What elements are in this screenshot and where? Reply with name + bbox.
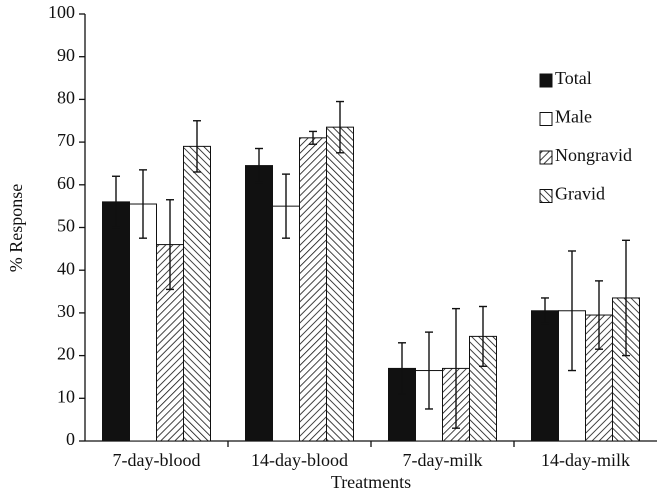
bar — [245, 165, 273, 442]
bar — [129, 203, 157, 442]
error-bar — [193, 120, 201, 173]
y-tick-label: 90 — [57, 45, 75, 65]
y-tick-label: 40 — [57, 258, 75, 278]
legend-swatch — [539, 73, 553, 88]
bar — [531, 310, 559, 442]
y-axis-title: % Response — [6, 184, 26, 273]
y-tick-label: 80 — [57, 88, 75, 108]
bar — [272, 205, 300, 442]
error-bar — [479, 305, 487, 367]
legend-label: Total — [555, 68, 592, 88]
y-tick-label: 100 — [48, 2, 75, 22]
y-tick-label: 60 — [57, 173, 75, 193]
error-bar — [166, 199, 174, 291]
bar — [183, 145, 211, 442]
legend-label: Gravid — [555, 184, 605, 204]
error-bar — [309, 130, 317, 145]
error-bar — [112, 175, 120, 229]
y-tick-label: 10 — [57, 386, 75, 406]
y-tick-label: 50 — [57, 216, 75, 236]
legend-swatch — [539, 112, 553, 126]
error-bar — [398, 342, 406, 395]
error-bar — [622, 239, 630, 357]
x-tick-label: 7-day-milk — [403, 450, 483, 470]
error-bar — [255, 147, 263, 184]
y-tick-label: 0 — [66, 429, 75, 449]
x-axis-title: Treatments — [331, 472, 411, 492]
error-bar — [541, 297, 549, 325]
legend-label: Male — [555, 107, 592, 127]
bar — [326, 126, 354, 442]
legend-swatch — [539, 189, 553, 203]
bar — [299, 137, 327, 442]
error-bar — [282, 173, 290, 239]
legend-swatch — [539, 150, 553, 165]
y-tick-label: 20 — [57, 344, 75, 364]
y-tick-label: 70 — [57, 130, 75, 150]
error-bar — [595, 280, 603, 350]
x-tick-label: 14-day-blood — [251, 450, 348, 470]
error-bar — [336, 100, 344, 154]
y-tick-label: 30 — [57, 301, 75, 321]
bar — [102, 201, 130, 442]
error-bar — [425, 331, 433, 410]
error-bar — [139, 169, 147, 239]
error-bar — [452, 307, 460, 429]
bar — [612, 297, 640, 442]
x-tick-label: 7-day-blood — [113, 450, 201, 470]
legend-label: Nongravid — [555, 145, 632, 165]
x-tick-label: 14-day-milk — [541, 450, 630, 470]
error-bar — [568, 250, 576, 372]
